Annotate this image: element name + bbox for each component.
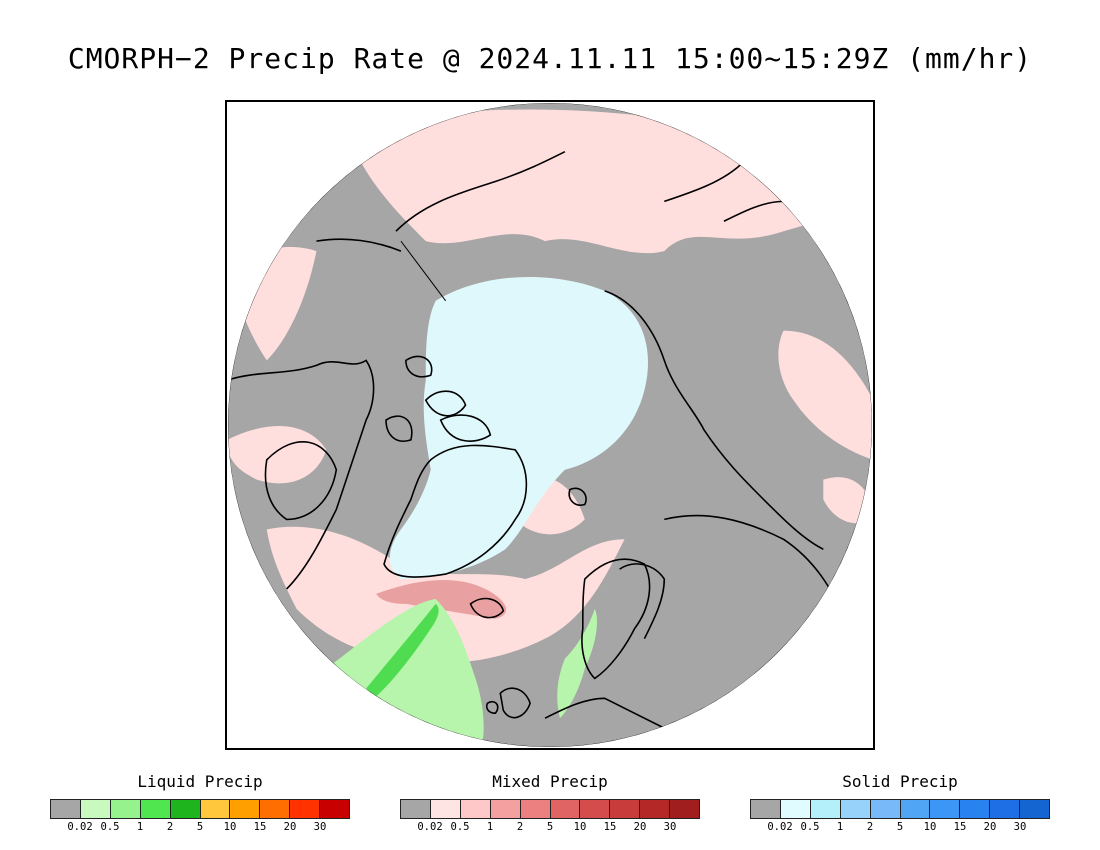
legend-swatch [870, 800, 901, 818]
legend-tick-label: 20 [633, 821, 647, 833]
legend-tick-label: 0.5 [800, 821, 820, 833]
legend-swatch [320, 800, 350, 818]
legend-tick-label: 0.02 [417, 821, 443, 833]
legend-tick-label: 1 [136, 821, 144, 833]
mixed-precip-area [227, 426, 327, 484]
legend-swatch [520, 800, 551, 818]
legend-swatch [290, 800, 321, 818]
legend-swatch [401, 800, 431, 818]
legend-tick-label: 30 [313, 821, 327, 833]
legend-swatches [50, 799, 350, 819]
map-title: CMORPH−2 Precip Rate @ 2024.11.11 15:00~… [67, 42, 1033, 75]
legend-ticks: 0.02 0.5 1 2 5 10 15 20 30 [750, 821, 1050, 835]
legend-swatch [140, 800, 171, 818]
legend-swatch [810, 800, 841, 818]
legend-swatch [960, 800, 991, 818]
legend-swatch [110, 800, 141, 818]
mixed-precip-area [778, 330, 873, 460]
legend-swatches [750, 799, 1050, 819]
legend-tick-label: 10 [573, 821, 587, 833]
legend-title: Solid Precip [842, 772, 958, 791]
legend-tick-label: 2 [516, 821, 524, 833]
liquid-precip-streak [366, 603, 439, 699]
legend-tick-label: 2 [166, 821, 174, 833]
legend-tick-label: 1 [836, 821, 844, 833]
legend-swatch [430, 800, 461, 818]
legend-swatch [1020, 800, 1050, 818]
legend-tick-label: 20 [983, 821, 997, 833]
legend-swatches [400, 799, 700, 819]
legend-tick-label: 30 [663, 821, 677, 833]
legend-ticks: 0.02 0.5 1 2 5 10 15 20 30 [50, 821, 350, 835]
legend-tick-label: 10 [223, 821, 237, 833]
legend-swatch [550, 800, 581, 818]
legend-tick-label: 0.02 [67, 821, 93, 833]
legend-mixed: Mixed Precip 0.02 0.5 1 2 5 10 15 20 30 [400, 772, 700, 835]
liquid-precip-area [557, 608, 598, 719]
legend-swatch [80, 800, 111, 818]
polar-map [225, 100, 875, 750]
legend-swatch [610, 800, 641, 818]
legend-swatch [900, 800, 931, 818]
legend-title: Mixed Precip [492, 772, 608, 791]
legend-tick-label: 0.02 [767, 821, 793, 833]
legend-tick-label: 10 [923, 821, 937, 833]
legend-liquid: Liquid Precip 0.02 0.5 1 2 5 10 15 20 30 [50, 772, 350, 835]
legend-swatch [840, 800, 871, 818]
legend-swatch [751, 800, 781, 818]
legend-tick-label: 2 [866, 821, 874, 833]
legend-swatch [490, 800, 521, 818]
legend-solid: Solid Precip 0.02 0.5 1 2 5 10 15 20 30 [750, 772, 1050, 835]
legend-swatch [170, 800, 201, 818]
legend-swatch [640, 800, 671, 818]
legend-tick-label: 15 [953, 821, 967, 833]
snow-area [389, 276, 648, 580]
legend-ticks: 0.02 0.5 1 2 5 10 15 20 30 [400, 821, 700, 835]
legend-swatch [990, 800, 1021, 818]
legend-tick-label: 0.5 [450, 821, 470, 833]
legend-swatch [780, 800, 811, 818]
legend-tick-label: 15 [253, 821, 267, 833]
legend-tick-label: 15 [603, 821, 617, 833]
legend-tick-label: 5 [196, 821, 204, 833]
legend-swatch [200, 800, 231, 818]
mixed-precip-area [346, 109, 854, 254]
legend-swatch [580, 800, 611, 818]
precip-map-svg [227, 102, 873, 748]
legend-tick-label: 0.5 [100, 821, 120, 833]
legend-swatch [930, 800, 961, 818]
legend-title: Liquid Precip [137, 772, 263, 791]
legend-tick-label: 5 [546, 821, 554, 833]
legend-swatch [51, 800, 81, 818]
legend-swatch [460, 800, 491, 818]
legend-swatch [230, 800, 261, 818]
legend-tick-label: 5 [896, 821, 904, 833]
legend-swatch [260, 800, 291, 818]
coastlines [227, 150, 844, 729]
legend-tick-label: 20 [283, 821, 297, 833]
legend-tick-label: 30 [1013, 821, 1027, 833]
legend-tick-label: 1 [486, 821, 494, 833]
legend-swatch [670, 800, 700, 818]
